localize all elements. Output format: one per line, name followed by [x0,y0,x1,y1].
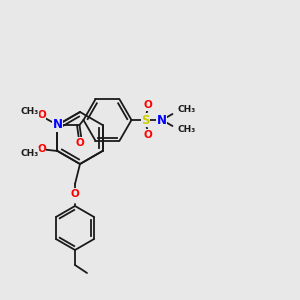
Text: O: O [143,130,152,140]
Text: O: O [37,144,46,154]
Text: O: O [143,100,152,110]
Text: CH₃: CH₃ [20,106,39,116]
Text: S: S [141,113,150,127]
Text: CH₃: CH₃ [178,106,196,115]
Text: N: N [52,118,62,131]
Text: O: O [75,138,84,148]
Text: N: N [157,113,166,127]
Text: O: O [37,110,46,120]
Text: O: O [70,189,80,199]
Text: CH₃: CH₃ [20,148,39,158]
Text: CH₃: CH₃ [178,125,196,134]
